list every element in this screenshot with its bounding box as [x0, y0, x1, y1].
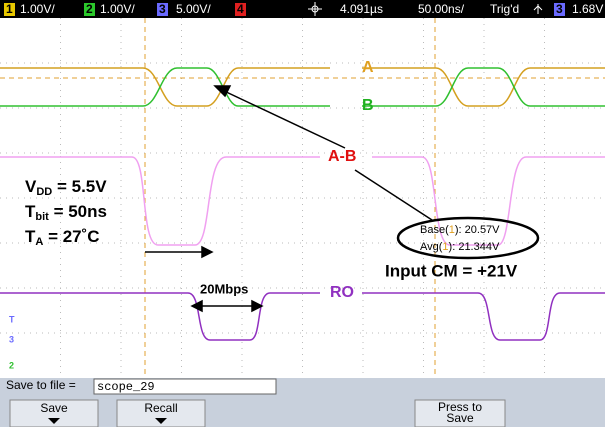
measurement-ring	[396, 216, 540, 260]
annotation: Tbit = 50ns	[25, 202, 107, 222]
trigger-level: 1.68V	[572, 2, 603, 16]
status-bar	[0, 0, 605, 18]
ch-box	[157, 3, 168, 16]
softkey-arrow	[48, 418, 60, 424]
softkey-label[interactable]: Press to Save	[438, 400, 482, 425]
annotation: TA = 27˚C	[25, 227, 100, 247]
softkey-label[interactable]: Save	[40, 401, 68, 415]
annotation: 20Mbps	[200, 281, 248, 296]
arrow-head	[201, 245, 214, 259]
trace-a	[0, 67, 605, 107]
graticule	[0, 18, 605, 378]
ch-num: 1	[6, 2, 13, 16]
trace-ro	[0, 292, 605, 341]
ch-box	[235, 3, 246, 16]
ch-box	[4, 3, 15, 16]
ch-scale: 1.00V/	[20, 2, 55, 16]
ch-num: 4	[237, 2, 244, 16]
ch-box	[554, 3, 565, 16]
time-delay: 4.091µs	[340, 2, 383, 16]
measurement: Base(1): 20.57V	[420, 224, 500, 236]
measurement: Avg(1): 21.344V	[420, 241, 500, 253]
trace-label: B	[362, 97, 374, 114]
trigger-status: Trig'd	[490, 2, 519, 16]
marker: T	[9, 314, 15, 324]
trace-a-minus-b	[0, 156, 605, 246]
arrow-head	[190, 299, 264, 313]
file-name: scope_29	[97, 380, 155, 394]
save-label: Save to file =	[6, 378, 76, 392]
trigger-icon	[533, 4, 543, 14]
softkey-label[interactable]: Recall	[144, 401, 177, 415]
time-scale: 50.00ns/	[418, 2, 465, 16]
trace-label: A-B	[328, 148, 356, 165]
annotation: Input CM = +21V	[385, 261, 518, 280]
arrow-head	[213, 85, 232, 98]
ch-num: 2	[86, 2, 93, 16]
marker: 2	[9, 360, 14, 370]
ch-num: 3	[159, 2, 166, 16]
ch-scale: 1.00V/	[100, 2, 135, 16]
annotation: VDD = 5.5V	[25, 177, 107, 197]
trigger-source: 3	[556, 2, 563, 16]
ch-box	[84, 3, 95, 16]
leader	[354, 169, 433, 221]
softkey-arrow	[155, 418, 167, 424]
trace-label: RO	[330, 284, 354, 301]
arrow	[221, 89, 346, 149]
ch-scale: 5.00V/	[176, 2, 211, 16]
trace-label: A	[362, 59, 374, 76]
file-name-box	[93, 378, 277, 395]
marker: 3	[9, 334, 14, 344]
softkey[interactable]	[414, 399, 506, 428]
delay-icon	[308, 2, 322, 16]
trace-b	[0, 67, 605, 107]
